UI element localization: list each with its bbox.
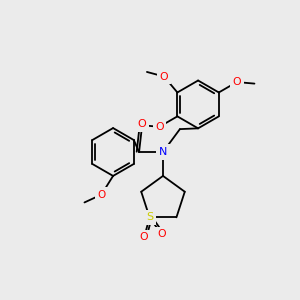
Text: S: S [146, 212, 153, 222]
Text: O: O [137, 119, 146, 129]
Text: O: O [140, 232, 148, 242]
Text: O: O [160, 71, 168, 82]
Text: O: O [155, 122, 164, 132]
Text: O: O [157, 229, 166, 239]
Text: N: N [159, 147, 167, 157]
Text: O: O [232, 77, 241, 87]
Text: O: O [97, 190, 106, 200]
